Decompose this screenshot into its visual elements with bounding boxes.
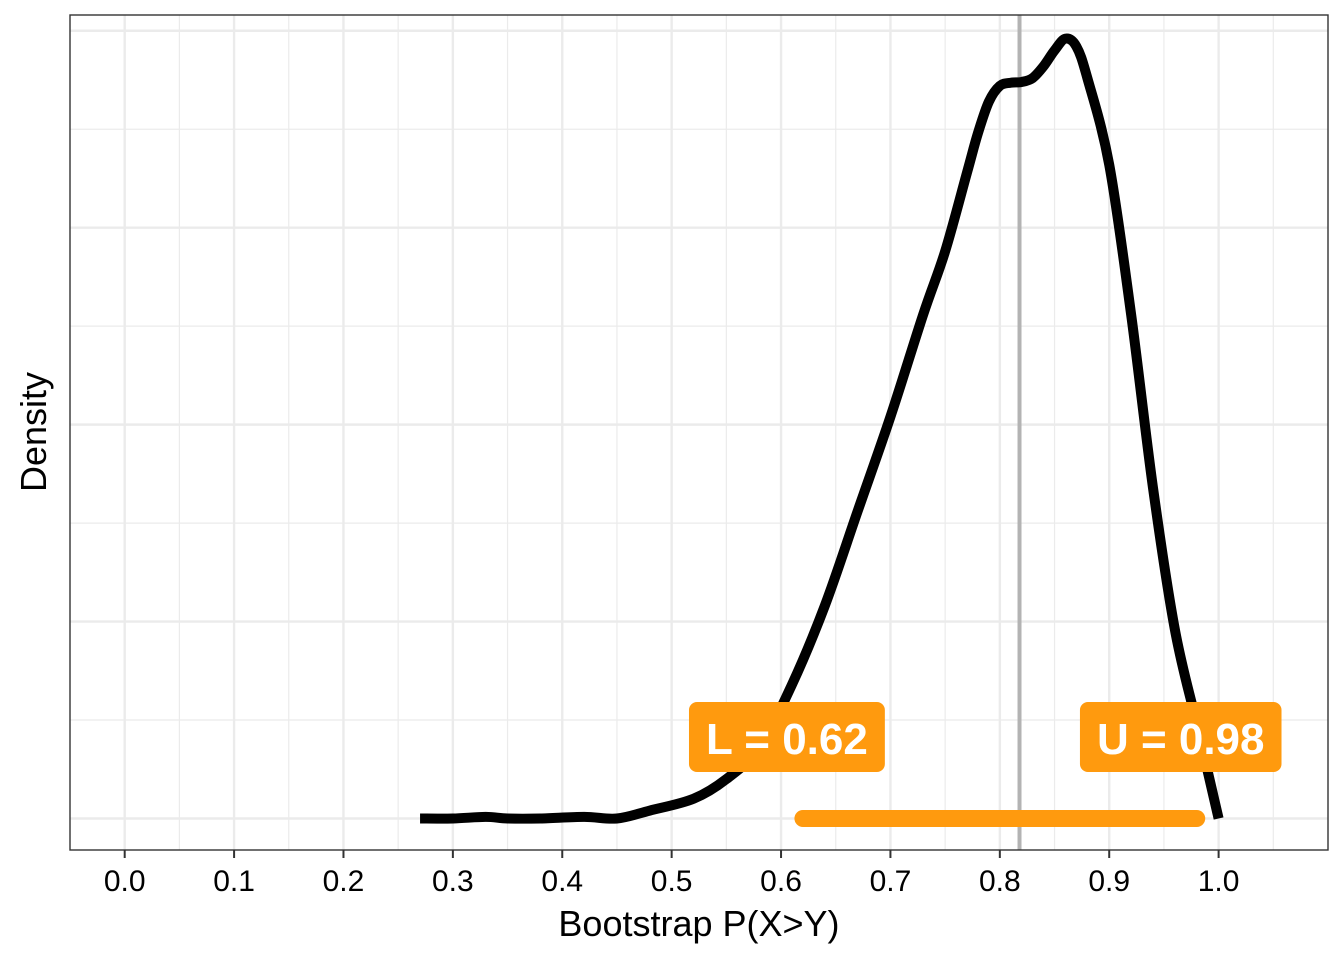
upper-bound-label: U = 0.98 xyxy=(1079,702,1282,772)
annotation-labels: L = 0.62 U = 0.98 xyxy=(688,702,1282,772)
x-axis-title: Bootstrap P(X>Y) xyxy=(558,903,839,944)
x-tick-label: 0.4 xyxy=(541,865,583,898)
lower-bound-label: L = 0.62 xyxy=(688,702,885,772)
x-axis: 0.0 0.1 0.2 0.3 0.4 0.5 0.6 0.7 0.8 0.9 1.0 xyxy=(104,850,1240,898)
x-tick-label: 0.7 xyxy=(870,865,912,898)
density-curve xyxy=(420,33,1224,824)
x-tick-label: 0.8 xyxy=(979,865,1021,898)
lower-bound-label-text: L = 0.62 xyxy=(706,715,868,764)
lower-bound-label-background xyxy=(688,702,885,772)
x-tick-label: 0.3 xyxy=(432,865,474,898)
y-axis-title: Density xyxy=(13,372,54,492)
x-tick-label: 1.0 xyxy=(1198,865,1240,898)
x-tick-label: 0.0 xyxy=(104,865,146,898)
x-tick-label: 0.5 xyxy=(651,865,693,898)
upper-bound-label-background xyxy=(1079,702,1282,772)
upper-bound-label-text: U = 0.98 xyxy=(1097,715,1265,764)
x-tick-label: 0.6 xyxy=(760,865,802,898)
x-tick-label: 0.2 xyxy=(323,865,365,898)
plot-panel-border xyxy=(69,14,1329,851)
density-series xyxy=(420,33,1224,824)
x-tick-label: 0.9 xyxy=(1088,865,1130,898)
x-tick-label: 0.1 xyxy=(213,865,255,898)
